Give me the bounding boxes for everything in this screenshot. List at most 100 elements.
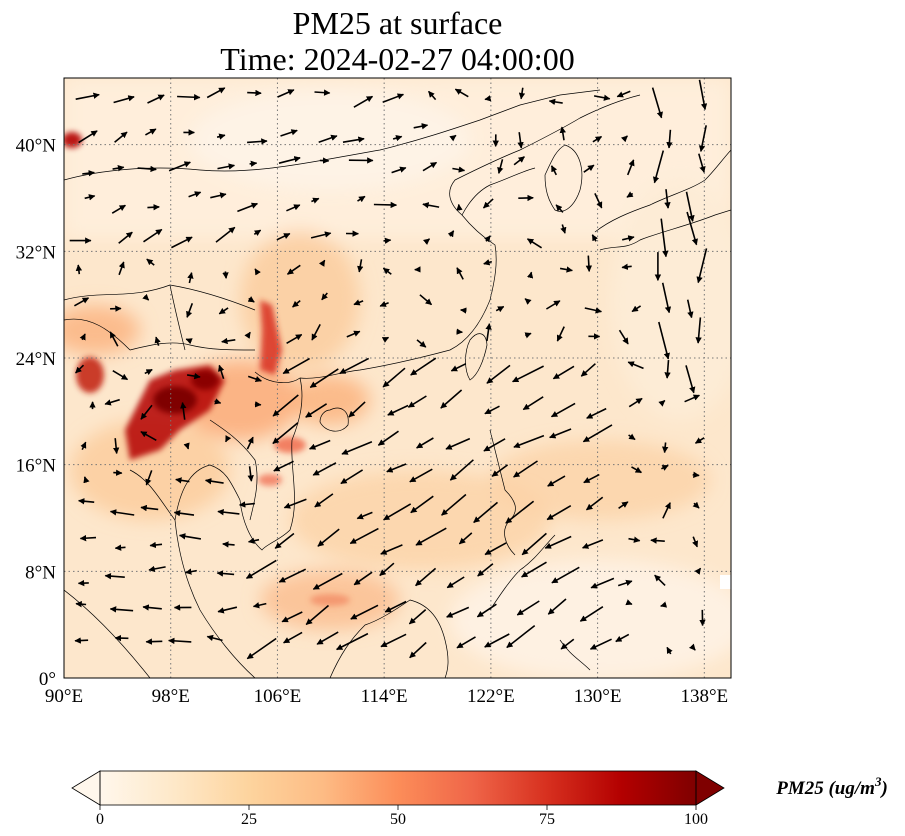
wind-arrow [593, 94, 611, 101]
wind-arrow [526, 271, 534, 279]
wind-arrow [342, 136, 365, 143]
wind-arrow [445, 437, 471, 450]
wind-arrow [84, 194, 96, 201]
wind-arrow [237, 202, 258, 213]
wind-arrow [416, 339, 427, 348]
wind-arrow [664, 189, 671, 209]
wind-arrow [246, 436, 254, 450]
wind-arrow [319, 157, 330, 164]
wind-arrow [654, 574, 666, 586]
wind-arrow [75, 264, 83, 275]
wind-arrow [218, 307, 229, 315]
wind-arrow [379, 300, 389, 307]
wind-arrow [185, 338, 193, 345]
wind-arrow [314, 89, 331, 96]
wind-arrow [486, 364, 511, 384]
wind-arrow [353, 95, 374, 108]
wind-arrow [454, 88, 469, 98]
wind-arrow [617, 579, 633, 587]
wind-arrow [582, 539, 604, 549]
wind-arrow [441, 493, 467, 516]
wind-arrow [692, 536, 699, 548]
wind-arrow [377, 430, 399, 446]
wind-arrow [305, 604, 330, 626]
wind-arrow [473, 501, 499, 524]
wind-arrow [140, 504, 159, 512]
wind-arrow [551, 566, 580, 584]
wind-arrow [622, 235, 635, 242]
wind-arrow [216, 133, 226, 140]
wind-arrow [413, 123, 429, 130]
wind-arrow [662, 502, 671, 519]
wind-arrow [147, 204, 160, 211]
wind-arrow [247, 296, 255, 303]
wind-arrow [440, 389, 463, 409]
wind-arrow [188, 191, 202, 198]
coastlines-and-borders [64, 89, 731, 678]
wind-arrow [685, 191, 695, 222]
wind-arrow [446, 606, 470, 618]
wind-arrow [582, 424, 613, 443]
wind-arrow [222, 541, 235, 548]
wind-arrow [149, 541, 163, 549]
x-tick-label: 122°E [467, 686, 515, 707]
wind-arrow [484, 542, 507, 556]
wind-arrow [272, 394, 299, 417]
wind-arrow [384, 600, 407, 613]
wind-arrow [661, 442, 669, 454]
wind-arrow [142, 604, 162, 611]
wind-arrow [660, 601, 668, 608]
wind-arrow [238, 501, 255, 508]
wind-arrow [381, 336, 390, 343]
wind-arrow [350, 604, 379, 620]
wind-arrow [214, 398, 222, 405]
wind-arrow [168, 161, 191, 172]
wind-arrow [476, 603, 497, 618]
wind-arrow [549, 428, 572, 439]
wind-arrow [383, 237, 392, 244]
wind-arrow [318, 259, 326, 267]
wind-arrow [491, 464, 509, 477]
wind-arrow [698, 79, 708, 111]
wind-arrow [274, 532, 295, 549]
wind-arrow [631, 466, 642, 474]
wind-arrow [585, 496, 604, 511]
wind-arrow [340, 469, 364, 485]
wind-arrow [484, 235, 491, 243]
colorbar-tick-label: 75 [539, 811, 555, 828]
wind-arrow [112, 438, 120, 455]
wind-arrow [357, 195, 366, 203]
wind-arrow [186, 372, 201, 380]
wind-arrow [353, 571, 373, 586]
wind-arrow [144, 368, 153, 376]
wind-arrow [310, 231, 332, 239]
wind-arrow [185, 568, 197, 575]
wind-arrow [628, 433, 636, 441]
wind-arrow [698, 153, 706, 173]
wind-arrow [615, 633, 630, 643]
x-tick-label: 114°E [361, 686, 408, 707]
wind-arrow [422, 161, 438, 172]
wind-arrow [168, 637, 192, 645]
wind-arrow [216, 570, 235, 577]
wind-arrow [79, 333, 86, 341]
wind-arrow [592, 135, 603, 143]
wind-arrow [591, 234, 599, 242]
wind-arrow [382, 367, 406, 388]
wind-arrow [272, 422, 299, 445]
wind-arrow [215, 226, 236, 243]
map-gridlines [64, 78, 731, 678]
wind-arrow [109, 509, 135, 516]
wind-vectors [69, 79, 708, 660]
wind-arrow [483, 259, 493, 266]
wind-arrow [651, 87, 663, 119]
x-tick-label: 130°E [574, 686, 622, 707]
wind-arrow [218, 364, 225, 380]
wind-arrow [526, 238, 543, 249]
wind-arrow [75, 364, 85, 374]
wind-arrow [626, 159, 635, 176]
wind-arrow [183, 442, 190, 450]
wind-arrow [450, 363, 467, 372]
wind-arrow [140, 431, 157, 441]
